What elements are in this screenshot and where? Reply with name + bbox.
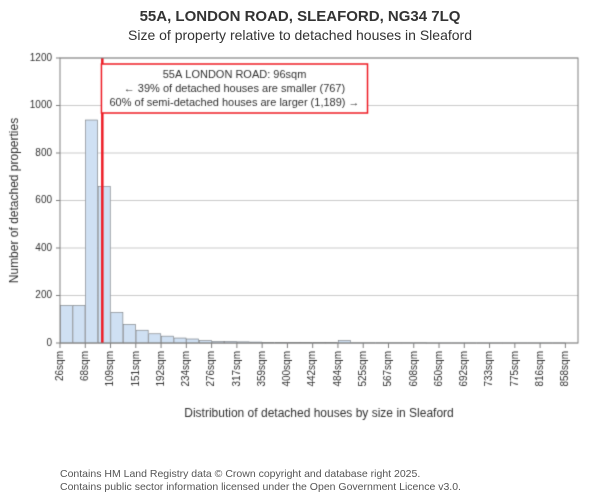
title-sub: Size of property relative to detached ho… [0,27,600,43]
chart-canvas-wrap [0,48,600,448]
footer-line-2: Contains public sector information licen… [60,481,461,494]
attribution-footer: Contains HM Land Registry data © Crown c… [60,468,461,494]
footer-line-1: Contains HM Land Registry data © Crown c… [60,468,461,481]
title-main: 55A, LONDON ROAD, SLEAFORD, NG34 7LQ [0,0,600,25]
chart-container: 55A, LONDON ROAD, SLEAFORD, NG34 7LQ Siz… [0,0,600,500]
histogram-chart [0,48,600,448]
